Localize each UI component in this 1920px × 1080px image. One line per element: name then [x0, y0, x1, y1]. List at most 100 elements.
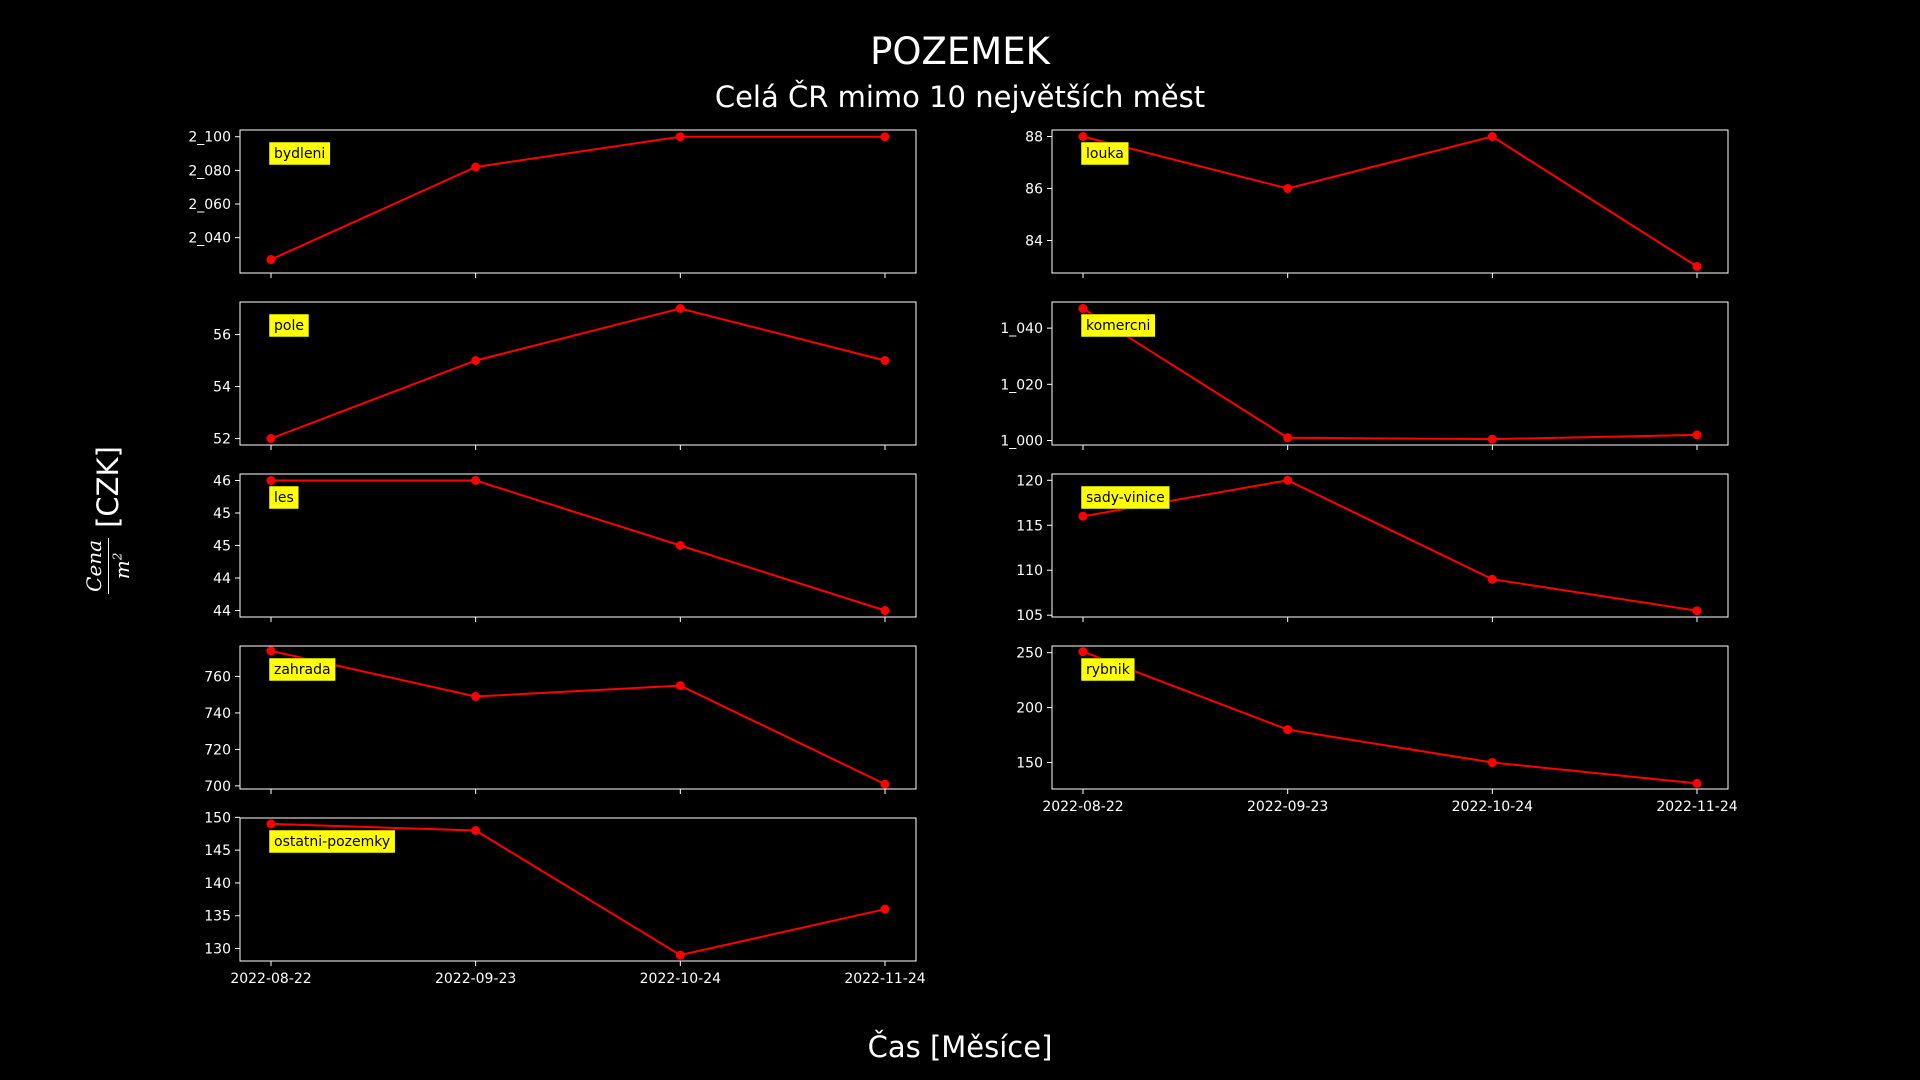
- data-point: [1283, 725, 1293, 735]
- y-tick-label: 1_040: [1000, 321, 1043, 337]
- y-tick-label: 1_020: [1000, 377, 1043, 393]
- data-point: [1487, 132, 1497, 141]
- panel-louka: 84 86 88 louka: [1025, 129, 1729, 278]
- panel-frame: [239, 473, 917, 618]
- y-axis-unit: [CZK]: [91, 446, 125, 528]
- series-line: [1082, 650, 1698, 785]
- data-point: [1078, 132, 1088, 141]
- chart-title: POZEMEK: [870, 30, 1050, 73]
- data-point: [1487, 434, 1497, 444]
- x-tick-label: 2022-10-24: [640, 971, 721, 987]
- data-point: [471, 162, 481, 172]
- y-tick-label: 720: [204, 742, 231, 758]
- panel-label-box: [1080, 657, 1136, 682]
- panel-rybnik: 150 200 250 2022-08-22 2022-09-23 2022-10-24 2…: [1016, 645, 1738, 815]
- data-point: [1283, 475, 1293, 485]
- y-tick-label: 135: [204, 909, 231, 925]
- y-tick-label: 740: [204, 706, 231, 722]
- series-line: [1082, 135, 1698, 268]
- y-axis-label: Cena m2 [CZK]: [82, 446, 134, 594]
- data-point: [1078, 511, 1088, 521]
- data-point: [675, 132, 685, 142]
- data-point: [266, 434, 276, 443]
- data-point: [266, 646, 276, 656]
- y-tick-label: 145: [204, 843, 231, 859]
- data-point: [1283, 433, 1293, 443]
- y-tick-label: 1_000: [1000, 434, 1043, 450]
- panel-label-box: [1080, 485, 1170, 510]
- y-tick-label: 2_060: [188, 197, 231, 213]
- x-tick-label: 2022-10-24: [1452, 799, 1533, 815]
- y-tick-label: 150: [204, 810, 231, 826]
- y-tick-label: 54: [213, 380, 231, 396]
- data-point: [471, 476, 481, 485]
- data-point: [266, 819, 276, 829]
- data-point: [471, 356, 481, 365]
- y-tick-label: 44: [213, 604, 231, 620]
- y-tick-label: 46: [213, 474, 231, 490]
- panel-sady-vinice: 105 110 115 120 sady-vinice: [1016, 473, 1729, 624]
- y-axis-numerator: Cena: [82, 537, 109, 594]
- y-tick-label: 120: [1016, 473, 1043, 489]
- y-tick-label: 2_040: [188, 231, 231, 247]
- y-tick-label: 250: [1016, 646, 1043, 662]
- data-point: [1692, 430, 1702, 440]
- panel-frame: [1051, 301, 1729, 446]
- x-axis-label: Čas [Měsíce]: [867, 1030, 1053, 1064]
- y-tick-label: 56: [213, 328, 231, 344]
- y-axis-denominator: m2: [109, 553, 134, 580]
- panel-label-box: [1080, 141, 1130, 166]
- data-point: [1692, 778, 1702, 788]
- y-tick-label: 110: [1016, 563, 1043, 579]
- data-point: [675, 541, 685, 550]
- x-tick-label: 2022-08-22: [230, 971, 311, 987]
- series-line: [1082, 307, 1698, 441]
- y-tick-label: 84: [1025, 234, 1043, 250]
- y-tick-label: 45: [213, 539, 231, 555]
- data-point: [266, 476, 276, 485]
- chart-subtitle: Celá ČR mimo 10 největších měst: [714, 80, 1206, 114]
- y-tick-label: 200: [1016, 701, 1043, 717]
- data-point: [880, 606, 890, 615]
- y-tick-label: 760: [204, 669, 231, 685]
- data-point: [1692, 262, 1702, 271]
- panel-ostatni-pozemky: 130 135 140 145 150 2022-08-22 2022-09-23 2022-…: [204, 810, 926, 987]
- series-line: [270, 822, 886, 957]
- x-tick-label: 2022-11-24: [844, 971, 925, 987]
- panel-frame: [1051, 129, 1729, 274]
- panel-label: louka: [1086, 146, 1124, 162]
- panel-label: bydleni: [274, 146, 325, 162]
- y-tick-label: 88: [1025, 130, 1043, 146]
- data-point: [880, 356, 890, 365]
- data-point: [1283, 184, 1293, 193]
- panel-label: zahrada: [274, 662, 331, 678]
- panel-komercni: 1_000 1_020 1_040 komercni: [1000, 301, 1729, 450]
- y-tick-label: 115: [1016, 518, 1043, 534]
- y-tick-label: 2_080: [188, 163, 231, 179]
- panel-label: rybnik: [1086, 662, 1131, 678]
- data-point: [880, 132, 890, 142]
- data-point: [675, 304, 685, 313]
- series-line: [271, 479, 886, 612]
- data-point: [880, 779, 890, 789]
- panel-les: 44 44 45 45 46 les: [213, 473, 917, 622]
- series-line: [270, 649, 886, 786]
- y-axis-fraction: Cena m2: [82, 537, 134, 594]
- panel-label-box: [268, 313, 310, 338]
- panel-frame: [239, 301, 917, 446]
- y-tick-label: 150: [1016, 756, 1043, 772]
- panel-zahrada: 700 720 740 760 zahrada: [204, 645, 917, 795]
- series-line: [270, 135, 885, 261]
- panel-frame: [1051, 645, 1729, 790]
- x-tick-label: 2022-09-23: [1247, 799, 1328, 815]
- panel-label: ostatni-pozemky: [274, 834, 390, 850]
- data-point: [1078, 647, 1088, 657]
- data-point: [1487, 574, 1497, 584]
- panel-label-box: [268, 141, 331, 166]
- data-point: [675, 681, 685, 691]
- data-point: [471, 692, 481, 702]
- y-tick-label: 45: [213, 506, 231, 522]
- data-point: [266, 255, 276, 265]
